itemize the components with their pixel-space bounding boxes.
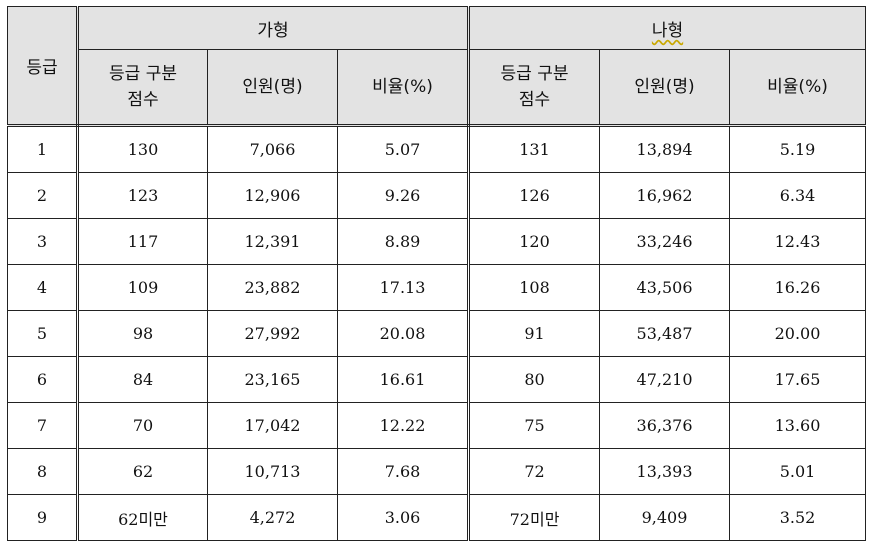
grade-cell: 1 — [7, 125, 79, 173]
group-a-header: 가형 — [76, 6, 471, 50]
a-ratio-cell: 9.26 — [336, 172, 471, 219]
b-ratio-cell: 20.00 — [729, 310, 867, 357]
a-count-cell: 4,272 — [207, 494, 338, 541]
a-count-cell: 12,391 — [207, 218, 338, 265]
b-count-cell: 13,393 — [599, 448, 731, 495]
a-score-cell: 117 — [77, 218, 208, 265]
b-score-cell: 108 — [468, 264, 601, 311]
b-score-cell: 72미만 — [468, 494, 601, 541]
b-ratio-cell: 13.60 — [729, 402, 867, 449]
a-count-cell: 12,906 — [207, 172, 338, 219]
table-row: 8 62 10,713 7.68 72 13,393 5.01 — [7, 448, 867, 495]
b-count-cell: 16,962 — [599, 172, 731, 219]
a-count-cell: 23,165 — [207, 356, 338, 403]
grade-cutoff-table: 등급 가형 나형 등급 구분 점수 인원(명) 비율(%) 등급 구분 점수 인… — [7, 6, 867, 541]
b-score-cell: 75 — [468, 402, 601, 449]
b-score-cell: 131 — [468, 125, 601, 173]
b-count-cell: 36,376 — [599, 402, 731, 449]
table-row: 3 117 12,391 8.89 120 33,246 12.43 — [7, 218, 867, 265]
b-ratio-cell: 3.52 — [729, 494, 867, 541]
grade-cell: 7 — [7, 402, 79, 449]
table-row: 6 84 23,165 16.61 80 47,210 17.65 — [7, 356, 867, 403]
a-ratio-cell: 8.89 — [336, 218, 471, 265]
a-ratio-header: 비율(%) — [336, 49, 471, 127]
a-ratio-cell: 12.22 — [336, 402, 471, 449]
a-ratio-cell: 20.08 — [336, 310, 471, 357]
b-ratio-header: 비율(%) — [729, 49, 867, 127]
grade-table-container: 등급 가형 나형 등급 구분 점수 인원(명) 비율(%) 등급 구분 점수 인… — [7, 6, 867, 541]
grade-cell: 3 — [7, 218, 79, 265]
table-row: 5 98 27,992 20.08 91 53,487 20.00 — [7, 310, 867, 357]
grade-header: 등급 — [7, 6, 79, 127]
a-score-cell: 109 — [77, 264, 208, 311]
table-row: 4 109 23,882 17.13 108 43,506 16.26 — [7, 264, 867, 311]
grade-cell: 6 — [7, 356, 79, 403]
a-ratio-cell: 3.06 — [336, 494, 471, 541]
a-count-cell: 10,713 — [207, 448, 338, 495]
grade-cell: 4 — [7, 264, 79, 311]
b-ratio-cell: 16.26 — [729, 264, 867, 311]
group-b-label: 나형 — [651, 20, 684, 41]
b-ratio-cell: 5.19 — [729, 125, 867, 173]
b-ratio-cell: 5.01 — [729, 448, 867, 495]
b-score-cell: 91 — [468, 310, 601, 357]
a-score-cell: 130 — [77, 125, 208, 173]
a-count-cell: 17,042 — [207, 402, 338, 449]
b-count-cell: 53,487 — [599, 310, 731, 357]
a-ratio-cell: 5.07 — [336, 125, 471, 173]
a-ratio-cell: 17.13 — [336, 264, 471, 311]
table-header: 등급 가형 나형 등급 구분 점수 인원(명) 비율(%) 등급 구분 점수 인… — [7, 6, 867, 127]
b-score-header: 등급 구분 점수 — [468, 49, 601, 127]
grade-cell: 9 — [7, 494, 79, 541]
b-ratio-cell: 12.43 — [729, 218, 867, 265]
b-count-cell: 43,506 — [599, 264, 731, 311]
grade-cell: 2 — [7, 172, 79, 219]
b-score-cell: 72 — [468, 448, 601, 495]
a-count-cell: 23,882 — [207, 264, 338, 311]
table-row: 9 62미만 4,272 3.06 72미만 9,409 3.52 — [7, 494, 867, 541]
a-ratio-cell: 16.61 — [336, 356, 471, 403]
b-score-cell: 80 — [468, 356, 601, 403]
a-score-cell: 70 — [77, 402, 208, 449]
b-count-cell: 13,894 — [599, 125, 731, 173]
grade-cell: 8 — [7, 448, 79, 495]
b-ratio-cell: 17.65 — [729, 356, 867, 403]
grade-cell: 5 — [7, 310, 79, 357]
b-score-cell: 126 — [468, 172, 601, 219]
a-score-header: 등급 구분 점수 — [77, 49, 208, 127]
b-count-cell: 47,210 — [599, 356, 731, 403]
table-row: 1 130 7,066 5.07 131 13,894 5.19 — [7, 125, 867, 173]
group-b-header: 나형 — [468, 6, 867, 50]
a-score-cell: 84 — [77, 356, 208, 403]
b-count-header: 인원(명) — [599, 49, 731, 127]
a-score-cell: 62 — [77, 448, 208, 495]
table-body: 1 130 7,066 5.07 131 13,894 5.19 2 123 1… — [7, 125, 867, 541]
a-score-cell: 98 — [77, 310, 208, 357]
b-ratio-cell: 6.34 — [729, 172, 867, 219]
b-count-cell: 9,409 — [599, 494, 731, 541]
table-row: 2 123 12,906 9.26 126 16,962 6.34 — [7, 172, 867, 219]
a-count-header: 인원(명) — [207, 49, 338, 127]
a-score-cell: 62미만 — [77, 494, 208, 541]
a-score-cell: 123 — [77, 172, 208, 219]
table-row: 7 70 17,042 12.22 75 36,376 13.60 — [7, 402, 867, 449]
a-count-cell: 27,992 — [207, 310, 338, 357]
b-count-cell: 33,246 — [599, 218, 731, 265]
b-score-cell: 120 — [468, 218, 601, 265]
a-ratio-cell: 7.68 — [336, 448, 471, 495]
a-count-cell: 7,066 — [207, 125, 338, 173]
